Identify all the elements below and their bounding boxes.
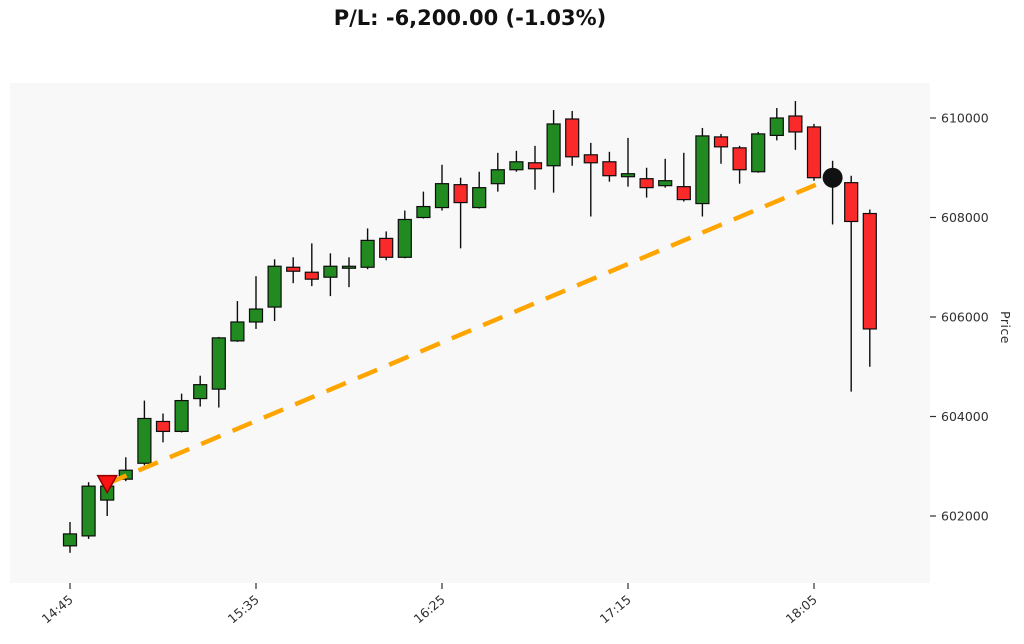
candle-body-down — [788, 115, 803, 133]
candle-body-up — [211, 337, 226, 390]
candle-body-up — [434, 183, 450, 209]
candle-body-up — [620, 173, 636, 178]
candle-body-down — [676, 186, 691, 201]
candle-body-down — [806, 126, 822, 179]
candle-body-down — [286, 266, 301, 272]
candle-body-down — [379, 237, 394, 258]
y-tick-label: 608000 — [941, 210, 989, 225]
y-tick-label: 602000 — [941, 509, 989, 524]
x-tick-label: 14:45 — [39, 592, 76, 627]
y-tick-label: 610000 — [941, 111, 989, 126]
candle-body-down — [713, 136, 729, 148]
chart-title: P/L: -6,200.00 (-1.03%) — [333, 6, 607, 30]
candle-body-down — [639, 178, 654, 189]
candle-body-down — [527, 162, 543, 170]
candle-body-down — [453, 184, 468, 204]
y-tick-label: 604000 — [941, 409, 989, 424]
candle-body-up — [509, 161, 524, 171]
trade-line — [106, 175, 834, 486]
candle-body-up — [490, 169, 505, 185]
candle-body-up — [472, 187, 487, 209]
candle-body-up — [81, 485, 96, 537]
candle-body-down — [583, 154, 598, 164]
candle-body-up — [248, 308, 264, 323]
candle-body-up — [360, 239, 375, 268]
candle-body-up — [769, 117, 784, 137]
candle-body-up — [230, 321, 245, 342]
candle-body-up — [658, 180, 673, 187]
candle-body-up — [267, 265, 282, 308]
candle-body-down — [304, 271, 319, 280]
candle-body-up — [416, 205, 431, 219]
candle-body-up — [546, 123, 561, 167]
exit-marker — [822, 167, 843, 188]
candle-body-up — [174, 399, 189, 433]
candle-body-up — [62, 533, 78, 547]
candle-body-down — [862, 212, 877, 330]
candle-body-down — [155, 420, 171, 433]
candle-body-down — [732, 147, 747, 171]
candle-body-down — [565, 118, 580, 158]
y-axis-title: Price — [998, 311, 1013, 344]
candle-body-up — [751, 133, 766, 173]
candle-body-up — [397, 218, 412, 258]
x-tick-label: 17:15 — [597, 592, 634, 627]
y-tick-label: 606000 — [941, 310, 989, 325]
x-tick-label: 16:25 — [411, 592, 448, 627]
candle-body-up — [137, 417, 152, 464]
candle-body-up — [323, 265, 338, 278]
candle-body-up — [341, 265, 357, 269]
entry-marker — [96, 474, 118, 495]
candle-body-up — [695, 135, 710, 205]
candle-body-up — [193, 384, 208, 400]
x-tick-label: 15:35 — [225, 592, 262, 627]
candle-body-down — [602, 161, 617, 177]
x-tick-label: 18:05 — [783, 592, 820, 627]
candle-body-down — [844, 182, 859, 223]
